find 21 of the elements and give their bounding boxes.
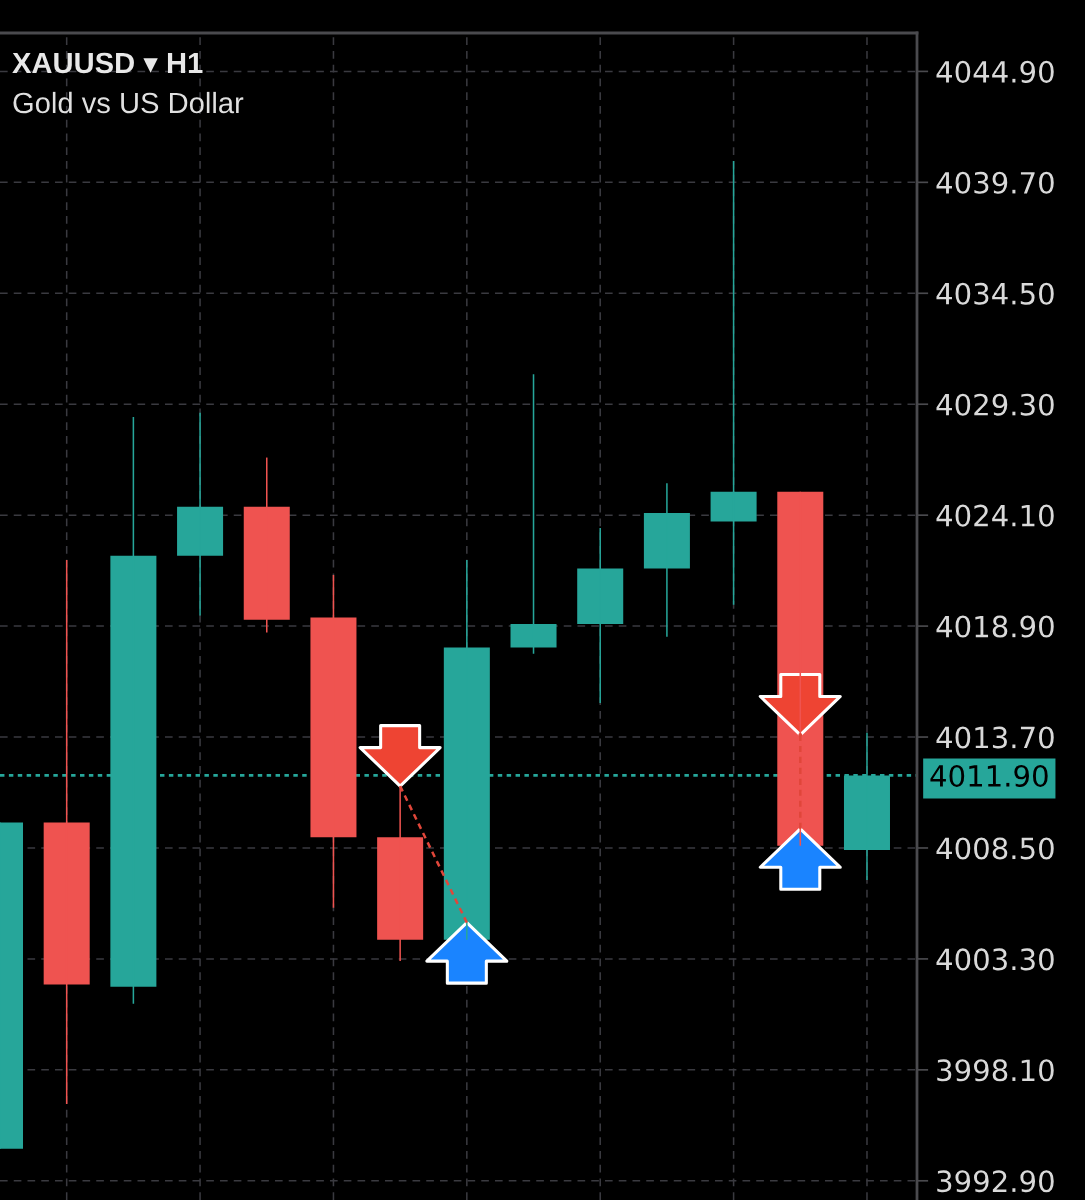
y-tick-label: 4039.70 xyxy=(936,171,1054,194)
y-tick-label: 3992.90 xyxy=(937,1170,1054,1193)
candlestick xyxy=(577,527,624,704)
ref-line-label: 4011.90 xyxy=(930,764,1048,787)
candlestick xyxy=(377,785,424,962)
candlestick xyxy=(177,411,224,617)
y-tick-label: 3998.10 xyxy=(937,1059,1054,1082)
text: Gold vs US Dollar xyxy=(13,91,244,114)
candlestick xyxy=(243,456,290,634)
y-tick-label: 4034.50 xyxy=(936,282,1054,305)
candlestick xyxy=(643,482,690,638)
candlestick xyxy=(310,574,357,909)
y-tick-label: 4003.30 xyxy=(936,948,1054,971)
y-tick-label: 4024.10 xyxy=(936,504,1054,527)
candlestick xyxy=(510,373,557,655)
y-tick-label: 4013.70 xyxy=(936,726,1054,749)
y-tick-label: 4029.30 xyxy=(936,393,1054,416)
text: XAUUSD ▾ H1 xyxy=(12,52,203,74)
y-tick-label: 4044.90 xyxy=(936,60,1054,83)
y-tick-label: 4018.90 xyxy=(936,615,1054,638)
y-tick-label: 4008.50 xyxy=(936,837,1054,860)
